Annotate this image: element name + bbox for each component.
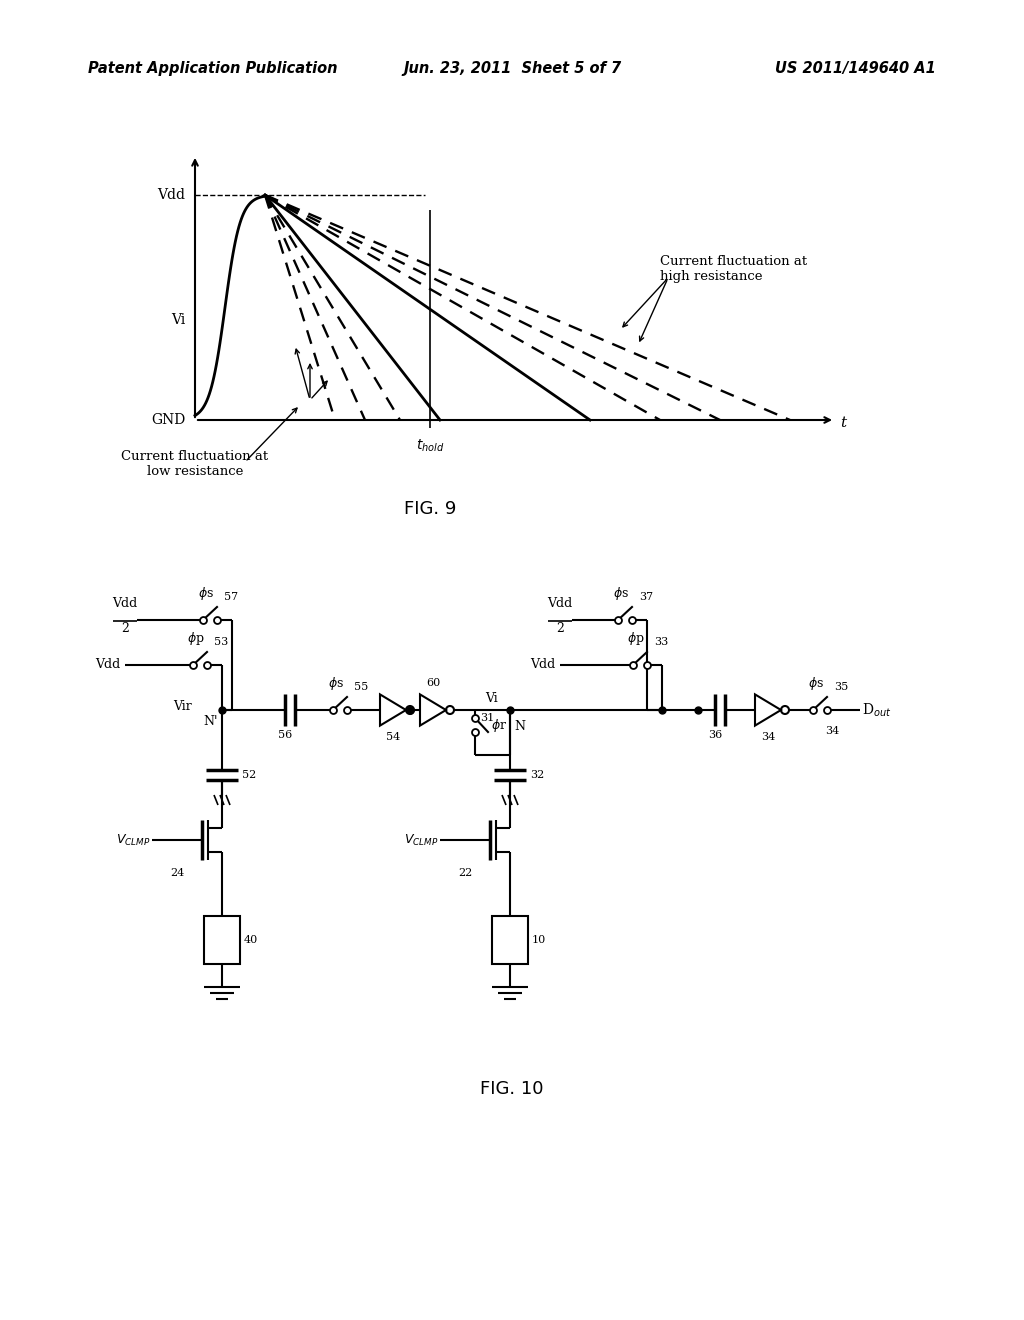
Text: Current fluctuation at: Current fluctuation at [122, 450, 268, 463]
Text: 52: 52 [242, 770, 256, 780]
Bar [204, 916, 240, 964]
Text: 54: 54 [386, 733, 400, 742]
Text: Vi: Vi [485, 692, 498, 705]
Text: $\phi$p: $\phi$p [627, 630, 645, 647]
Text: $V_{CLMP}$: $V_{CLMP}$ [403, 833, 438, 847]
Text: 37: 37 [639, 591, 653, 602]
Text: $\phi$s: $\phi$s [613, 585, 629, 602]
Text: Vi: Vi [171, 313, 185, 327]
Text: Vir: Vir [173, 701, 193, 714]
Text: $t_{hold}$: $t_{hold}$ [416, 438, 444, 454]
Text: 31: 31 [480, 713, 495, 723]
Text: $\phi$s: $\phi$s [198, 585, 214, 602]
Text: N': N' [204, 715, 218, 729]
Text: 60: 60 [426, 678, 440, 688]
Text: Vdd: Vdd [548, 597, 572, 610]
Text: FIG. 9: FIG. 9 [403, 500, 456, 517]
Text: high resistance: high resistance [660, 271, 763, 282]
Text: 22: 22 [458, 869, 472, 878]
Text: $\phi$p: $\phi$p [187, 630, 205, 647]
Text: Vdd: Vdd [529, 659, 555, 672]
Text: 56: 56 [278, 730, 292, 741]
Text: 40: 40 [244, 935, 258, 945]
Text: GND: GND [151, 413, 185, 426]
Text: 36: 36 [708, 730, 722, 741]
Text: Vdd: Vdd [157, 187, 185, 202]
Text: 2: 2 [121, 622, 129, 635]
Text: 53: 53 [214, 638, 228, 647]
Text: $V_{CLMP}$: $V_{CLMP}$ [116, 833, 150, 847]
Text: 32: 32 [530, 770, 544, 780]
Text: $\phi$r: $\phi$r [490, 717, 507, 734]
Text: 34: 34 [761, 733, 775, 742]
Text: 10: 10 [532, 935, 546, 945]
Text: N: N [514, 719, 525, 733]
Text: 35: 35 [834, 682, 848, 692]
Text: Vdd: Vdd [95, 659, 120, 672]
Text: 34: 34 [825, 726, 840, 737]
Text: $\phi$s: $\phi$s [328, 675, 344, 692]
Text: t: t [840, 416, 846, 430]
Text: 55: 55 [354, 682, 369, 692]
Text: $\phi$s: $\phi$s [808, 675, 824, 692]
Text: low resistance: low resistance [146, 465, 243, 478]
Text: 2: 2 [556, 622, 564, 635]
Text: Current fluctuation at: Current fluctuation at [660, 255, 807, 268]
Text: 33: 33 [654, 638, 669, 647]
Text: Vdd: Vdd [113, 597, 137, 610]
Text: 24: 24 [170, 869, 184, 878]
Text: Jun. 23, 2011  Sheet 5 of 7: Jun. 23, 2011 Sheet 5 of 7 [402, 61, 622, 75]
Text: FIG. 10: FIG. 10 [480, 1080, 544, 1098]
Bar [492, 916, 528, 964]
Text: US 2011/149640 A1: US 2011/149640 A1 [775, 61, 936, 75]
Text: D$_{out}$: D$_{out}$ [862, 701, 892, 718]
Text: Patent Application Publication: Patent Application Publication [88, 61, 338, 75]
Text: 57: 57 [224, 591, 239, 602]
